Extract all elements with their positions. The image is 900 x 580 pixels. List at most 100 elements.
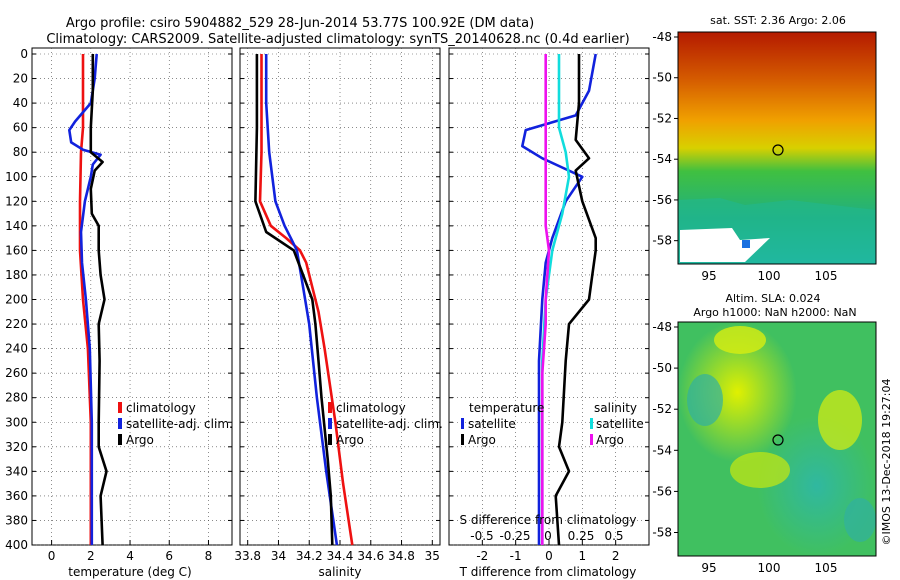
sst-map-blue-pixel [742, 240, 750, 248]
series-line-s-argo [540, 54, 551, 545]
sst-y-ticks: -48 -50 -52 -54 -56 -58 [652, 30, 678, 248]
x-tick-label: 6 [165, 549, 173, 563]
depth-tick-label: 380 [5, 513, 28, 527]
sla-map-blob [687, 374, 723, 426]
depth-tick-label: 220 [5, 317, 28, 331]
map-y-tick-label: -52 [652, 111, 672, 125]
sla-x-ticks: 95 100 105 [701, 561, 837, 575]
sla-y-ticks: -48 -50 -52 -54 -56 -58 [652, 320, 678, 540]
map-x-tick-label: 100 [758, 561, 781, 575]
legend-swatch-satellite [328, 418, 332, 429]
series-line-argo [89, 54, 108, 546]
legend-argo: Argo [126, 433, 154, 447]
title-line-1: Argo profile: csiro 5904882_529 28-Jun-2… [66, 16, 534, 31]
map-y-tick-label: -58 [652, 234, 672, 248]
temperature-x-ticks: 0 2 4 6 8 [48, 549, 213, 563]
series-line-satellite-adj-clim- [68, 53, 102, 545]
legend-salinity-title: salinity [594, 401, 637, 415]
x-tick-label: 35 [425, 549, 440, 563]
map-y-tick-label: -58 [652, 526, 672, 540]
difference-x-ticks: -2 -1 0 1 2 [476, 549, 619, 563]
depth-tick-label: 340 [5, 464, 28, 478]
legend-swatch-argo [118, 434, 122, 445]
legend-temperature-title: temperature [469, 401, 544, 415]
map-y-tick-label: -56 [652, 193, 672, 207]
watermark: ©IMOS 13-Dec-2018 19:27:04 [880, 379, 893, 546]
salinity-x-ticks: 33.8 34 34.2 34.4 34.6 34.8 35 [234, 549, 440, 563]
difference-legend: temperature satellite Argo salinity sate… [461, 401, 644, 447]
temperature-grid [32, 48, 232, 546]
s-difference-ticks: -0.5 -0.25 0 0.25 0.5 [470, 529, 623, 543]
x-tick-label: 34.8 [388, 549, 415, 563]
legend-swatch-s-argo [590, 434, 593, 445]
s-difference-label: S difference from climatology [460, 513, 637, 527]
x-tick-label: -1 [510, 549, 522, 563]
legend-satellite: satellite-adj. clim. [126, 417, 233, 431]
legend-s-satellite: satellite [596, 417, 644, 431]
depth-tick-label: 160 [5, 243, 28, 257]
salinity-grid [240, 48, 440, 546]
map-y-tick-label: -54 [652, 443, 672, 457]
legend-satellite: satellite-adj. clim. [336, 417, 443, 431]
x-tick-label: 34.4 [327, 549, 354, 563]
sla-map-blob [730, 452, 790, 488]
x-tick-label: 1 [579, 549, 587, 563]
map-y-tick-label: -56 [652, 484, 672, 498]
x-tick-label: -2 [476, 549, 488, 563]
depth-tick-label: 400 [5, 538, 28, 552]
sla-map-title-2: Argo h1000: NaN h2000: NaN [693, 306, 856, 319]
sst-x-ticks: 95 100 105 [701, 269, 837, 283]
sla-map-title-1: Altim. SLA: 0.024 [725, 292, 820, 305]
s-diff-tick-label: -0.25 [499, 529, 530, 543]
map-x-tick-label: 100 [758, 269, 781, 283]
map-y-tick-label: -50 [652, 71, 672, 85]
map-y-tick-label: -50 [652, 361, 672, 375]
depth-tick-label: 80 [13, 145, 28, 159]
legend-climatology: climatology [126, 401, 196, 415]
sla-argo-location-marker [772, 434, 784, 446]
x-tick-label: 0 [48, 549, 56, 563]
sla-map-blob [818, 390, 862, 450]
legend-swatch-t-satellite [461, 418, 464, 429]
map-y-tick-label: -52 [652, 402, 672, 416]
s-diff-tick-label: 0.5 [604, 529, 623, 543]
temperature-legend: climatology satellite-adj. clim. Argo [118, 401, 233, 447]
legend-climatology: climatology [336, 401, 406, 415]
map-y-tick-label: -48 [652, 320, 672, 334]
x-tick-label: 4 [126, 549, 134, 563]
depth-tick-label: 280 [5, 391, 28, 405]
sla-map-blob [714, 326, 766, 354]
sst-map [677, 31, 877, 265]
salinity-series [254, 54, 354, 546]
legend-swatch-climatology [118, 402, 122, 413]
x-tick-label: 34 [271, 549, 286, 563]
depth-tick-label: 240 [5, 342, 28, 356]
s-diff-tick-label: -0.5 [470, 529, 493, 543]
x-tick-label: 33.8 [234, 549, 261, 563]
legend-t-argo: Argo [468, 433, 496, 447]
depth-tick-label: 60 [13, 121, 28, 135]
depth-tick-label: 180 [5, 268, 28, 282]
s-diff-tick-label: 0.25 [568, 529, 595, 543]
map-y-tick-label: -54 [652, 152, 672, 166]
legend-swatch-t-argo [461, 434, 464, 445]
x-tick-label: 34.2 [296, 549, 323, 563]
depth-tick-label: 360 [5, 489, 28, 503]
legend-t-satellite: satellite [468, 417, 516, 431]
sst-map-frame [677, 31, 877, 265]
depth-tick-label: 320 [5, 440, 28, 454]
sla-map [677, 321, 877, 557]
salinity-legend: climatology satellite-adj. clim. Argo [328, 401, 443, 447]
depth-tick-label: 120 [5, 194, 28, 208]
series-line-t-argo [554, 54, 598, 546]
difference-series [520, 53, 598, 546]
depth-tick-label: 40 [13, 96, 28, 110]
map-y-tick-label: -48 [652, 30, 672, 44]
depth-axis: 0 20 40 60 80 100 120 140 160 180 200 220 240 260 280 3… [5, 47, 28, 552]
depth-tick-label: 300 [5, 415, 28, 429]
temperature-xlabel: temperature (deg C) [68, 565, 191, 579]
depth-tick-label: 100 [5, 170, 28, 184]
title-line-2: Climatology: CARS2009. Satellite-adjuste… [46, 32, 629, 47]
series-line-satellite-adj-clim- [264, 54, 339, 546]
